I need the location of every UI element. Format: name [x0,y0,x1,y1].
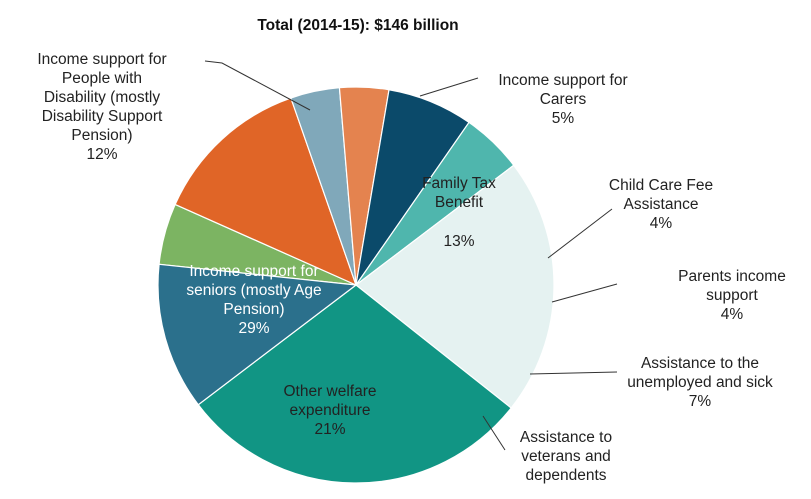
slice-label-line: Other welfare [283,383,376,400]
slice-label-line: Pension) [223,301,284,318]
slice-label-ccfa: Child Care Fee Assistance 4% [609,177,713,232]
leader-line-ccfa [547,208,613,259]
slice-labels: Income support for Carers 5% Family Tax Bene… [37,51,785,484]
slice-value-carers: 5% [552,110,575,127]
pie-slices [157,86,555,484]
slice-label-veterans: Assistance to veterans and dependents [520,429,612,484]
slice-label-seniors: Income support for seniors (mostly Age Pen… [186,263,321,337]
slice-value-unemployed: 7% [689,393,712,410]
slice-label-line: expenditure [289,402,370,419]
slice-label-line: Parents income [678,268,786,285]
slice-label-line: Child Care Fee [609,177,713,194]
slice-label-disability: Income support for People with Disability … [37,51,166,163]
chart-title: Total (2014-15): $146 billion [257,17,458,34]
slice-label-line: People with [62,70,142,87]
pie-slice-ftb [174,97,358,287]
leader-line-parents [551,283,618,303]
slice-value-seniors: 29% [238,320,269,337]
slice-label-line: Disability (mostly [44,89,161,106]
slice-value-disability: 12% [86,146,117,163]
slice-value-parents: 4% [721,306,744,323]
slice-label-carers: Income support for Carers 5% [498,72,627,127]
slice-label-line: Carers [540,91,587,108]
slice-label-line: Assistance to [520,429,612,446]
slice-label-line: Assistance to the [641,355,759,372]
slice-label-unemployed: Assistance to the unemployed and sick 7% [627,355,773,410]
slice-label-line: Benefit [435,194,484,211]
leader-line-disability [204,60,311,111]
slice-label-line: Income support for [189,263,318,280]
pie-slice-seniors [197,284,513,484]
slice-label-line: Assistance [624,196,699,213]
pie-slice-disability [157,263,358,406]
slice-label-line: Disability Support [42,108,163,125]
slice-label-line: Pension) [71,127,132,144]
leader-line-carers [419,77,479,97]
slice-label-line: Income support for [37,51,166,68]
leader-line-unemployed [529,371,618,375]
slice-label-ftb: Family Tax Benefit 13% [422,175,496,250]
slice-label-parents: Parents income support 4% [678,268,786,323]
pie-slice-other [355,164,555,409]
slice-label-line: support [706,287,758,304]
slice-value-other: 21% [314,421,345,438]
slice-label-other: Other welfare expenditure 21% [283,383,376,438]
slice-label-line: dependents [525,467,606,484]
slice-label-line: seniors (mostly Age [186,282,321,299]
slice-value-ftb: 13% [443,233,474,250]
slice-label-line: Family Tax [422,175,496,192]
leader-line-veterans [482,415,506,451]
slice-label-line: veterans and [521,448,611,465]
slice-value-ccfa: 4% [650,215,673,232]
leader-lines [204,60,618,451]
slice-label-line: unemployed and sick [627,374,773,391]
slice-label-line: Income support for [498,72,627,89]
